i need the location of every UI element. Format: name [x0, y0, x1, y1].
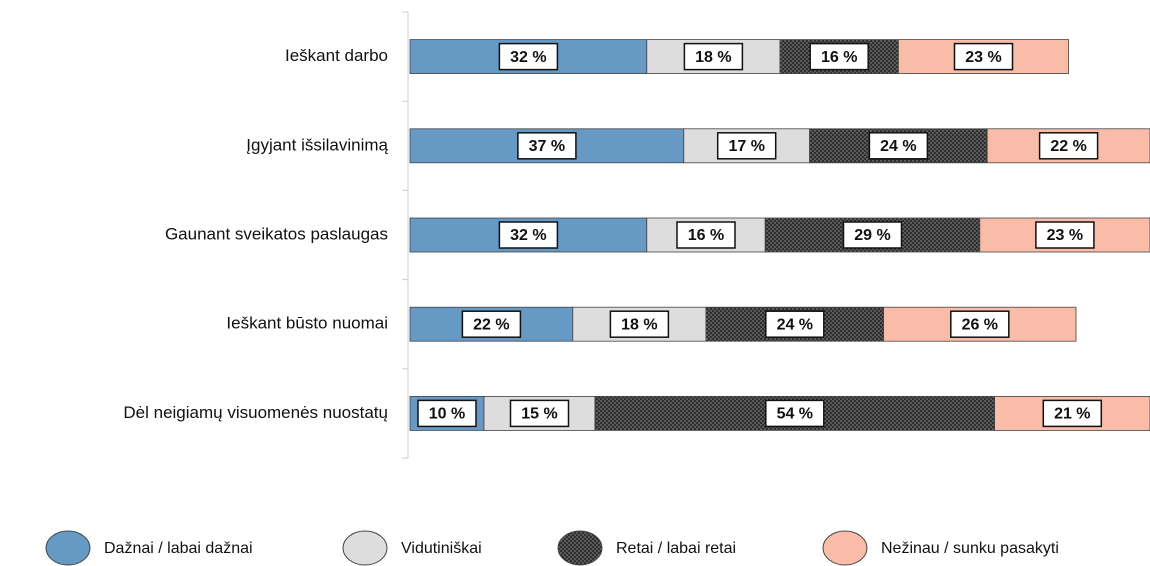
value-label: 18 % — [621, 316, 657, 333]
value-label: 37 % — [529, 138, 565, 155]
category-label: Įgyjant išsilavinimą — [246, 135, 388, 154]
value-label: 23 % — [1047, 227, 1083, 244]
category-label: Ieškant darbo — [285, 46, 388, 65]
value-label-box — [716, 132, 777, 160]
value-label-box — [950, 310, 1010, 338]
value-label: 24 % — [777, 316, 813, 333]
legend-marker — [822, 530, 868, 566]
value-label-box — [498, 221, 559, 249]
value-label: 10 % — [429, 406, 465, 423]
category-label: Gaunant sveikatos paslaugas — [165, 224, 388, 243]
value-label: 54 % — [777, 406, 813, 423]
value-label-box — [498, 42, 559, 71]
value-label-box — [676, 221, 736, 249]
legend-label: Nežinau / sunku pasakyti — [881, 540, 1059, 557]
value-label: 23 % — [965, 49, 1001, 66]
legend-label: Vidutiniškai — [401, 540, 482, 557]
value-label-box — [683, 42, 744, 71]
value-label: 24 % — [880, 138, 916, 155]
legend-label: Dažnai / labai dažnai — [104, 540, 253, 557]
value-label-box — [765, 399, 825, 428]
value-label: 18 % — [695, 49, 731, 66]
category-label: Dėl neigiamų visuomenės nuostatų — [123, 403, 388, 422]
value-label: 16 % — [688, 227, 724, 244]
value-label: 26 % — [962, 316, 998, 333]
value-label: 21 % — [1054, 406, 1090, 423]
value-label-box — [509, 399, 570, 428]
value-label: 15 % — [521, 406, 557, 423]
value-label-box — [461, 310, 522, 338]
legend-marker — [45, 530, 91, 566]
value-label-box — [1038, 132, 1099, 160]
value-label-box — [417, 399, 477, 428]
value-label: 32 % — [510, 227, 546, 244]
value-label: 16 % — [821, 49, 857, 66]
legend-marker — [342, 530, 388, 566]
value-label: 17 % — [728, 138, 764, 155]
value-label-box — [842, 221, 903, 249]
value-label: 22 % — [473, 316, 509, 333]
legend-marker — [557, 530, 603, 566]
value-label: 22 % — [1050, 138, 1086, 155]
value-label-box — [868, 132, 929, 160]
value-label-box — [517, 132, 577, 160]
value-label-box — [809, 42, 869, 71]
value-label-box — [765, 310, 825, 338]
value-label: 29 % — [854, 227, 890, 244]
value-label-box — [1042, 399, 1103, 428]
legend-label: Retai / labai retai — [616, 540, 736, 557]
category-label: Ieškant būsto nuomai — [226, 314, 388, 333]
value-label-box — [609, 310, 670, 338]
value-label: 32 % — [510, 49, 546, 66]
value-label-box — [1035, 221, 1095, 249]
value-label-box — [953, 42, 1014, 71]
